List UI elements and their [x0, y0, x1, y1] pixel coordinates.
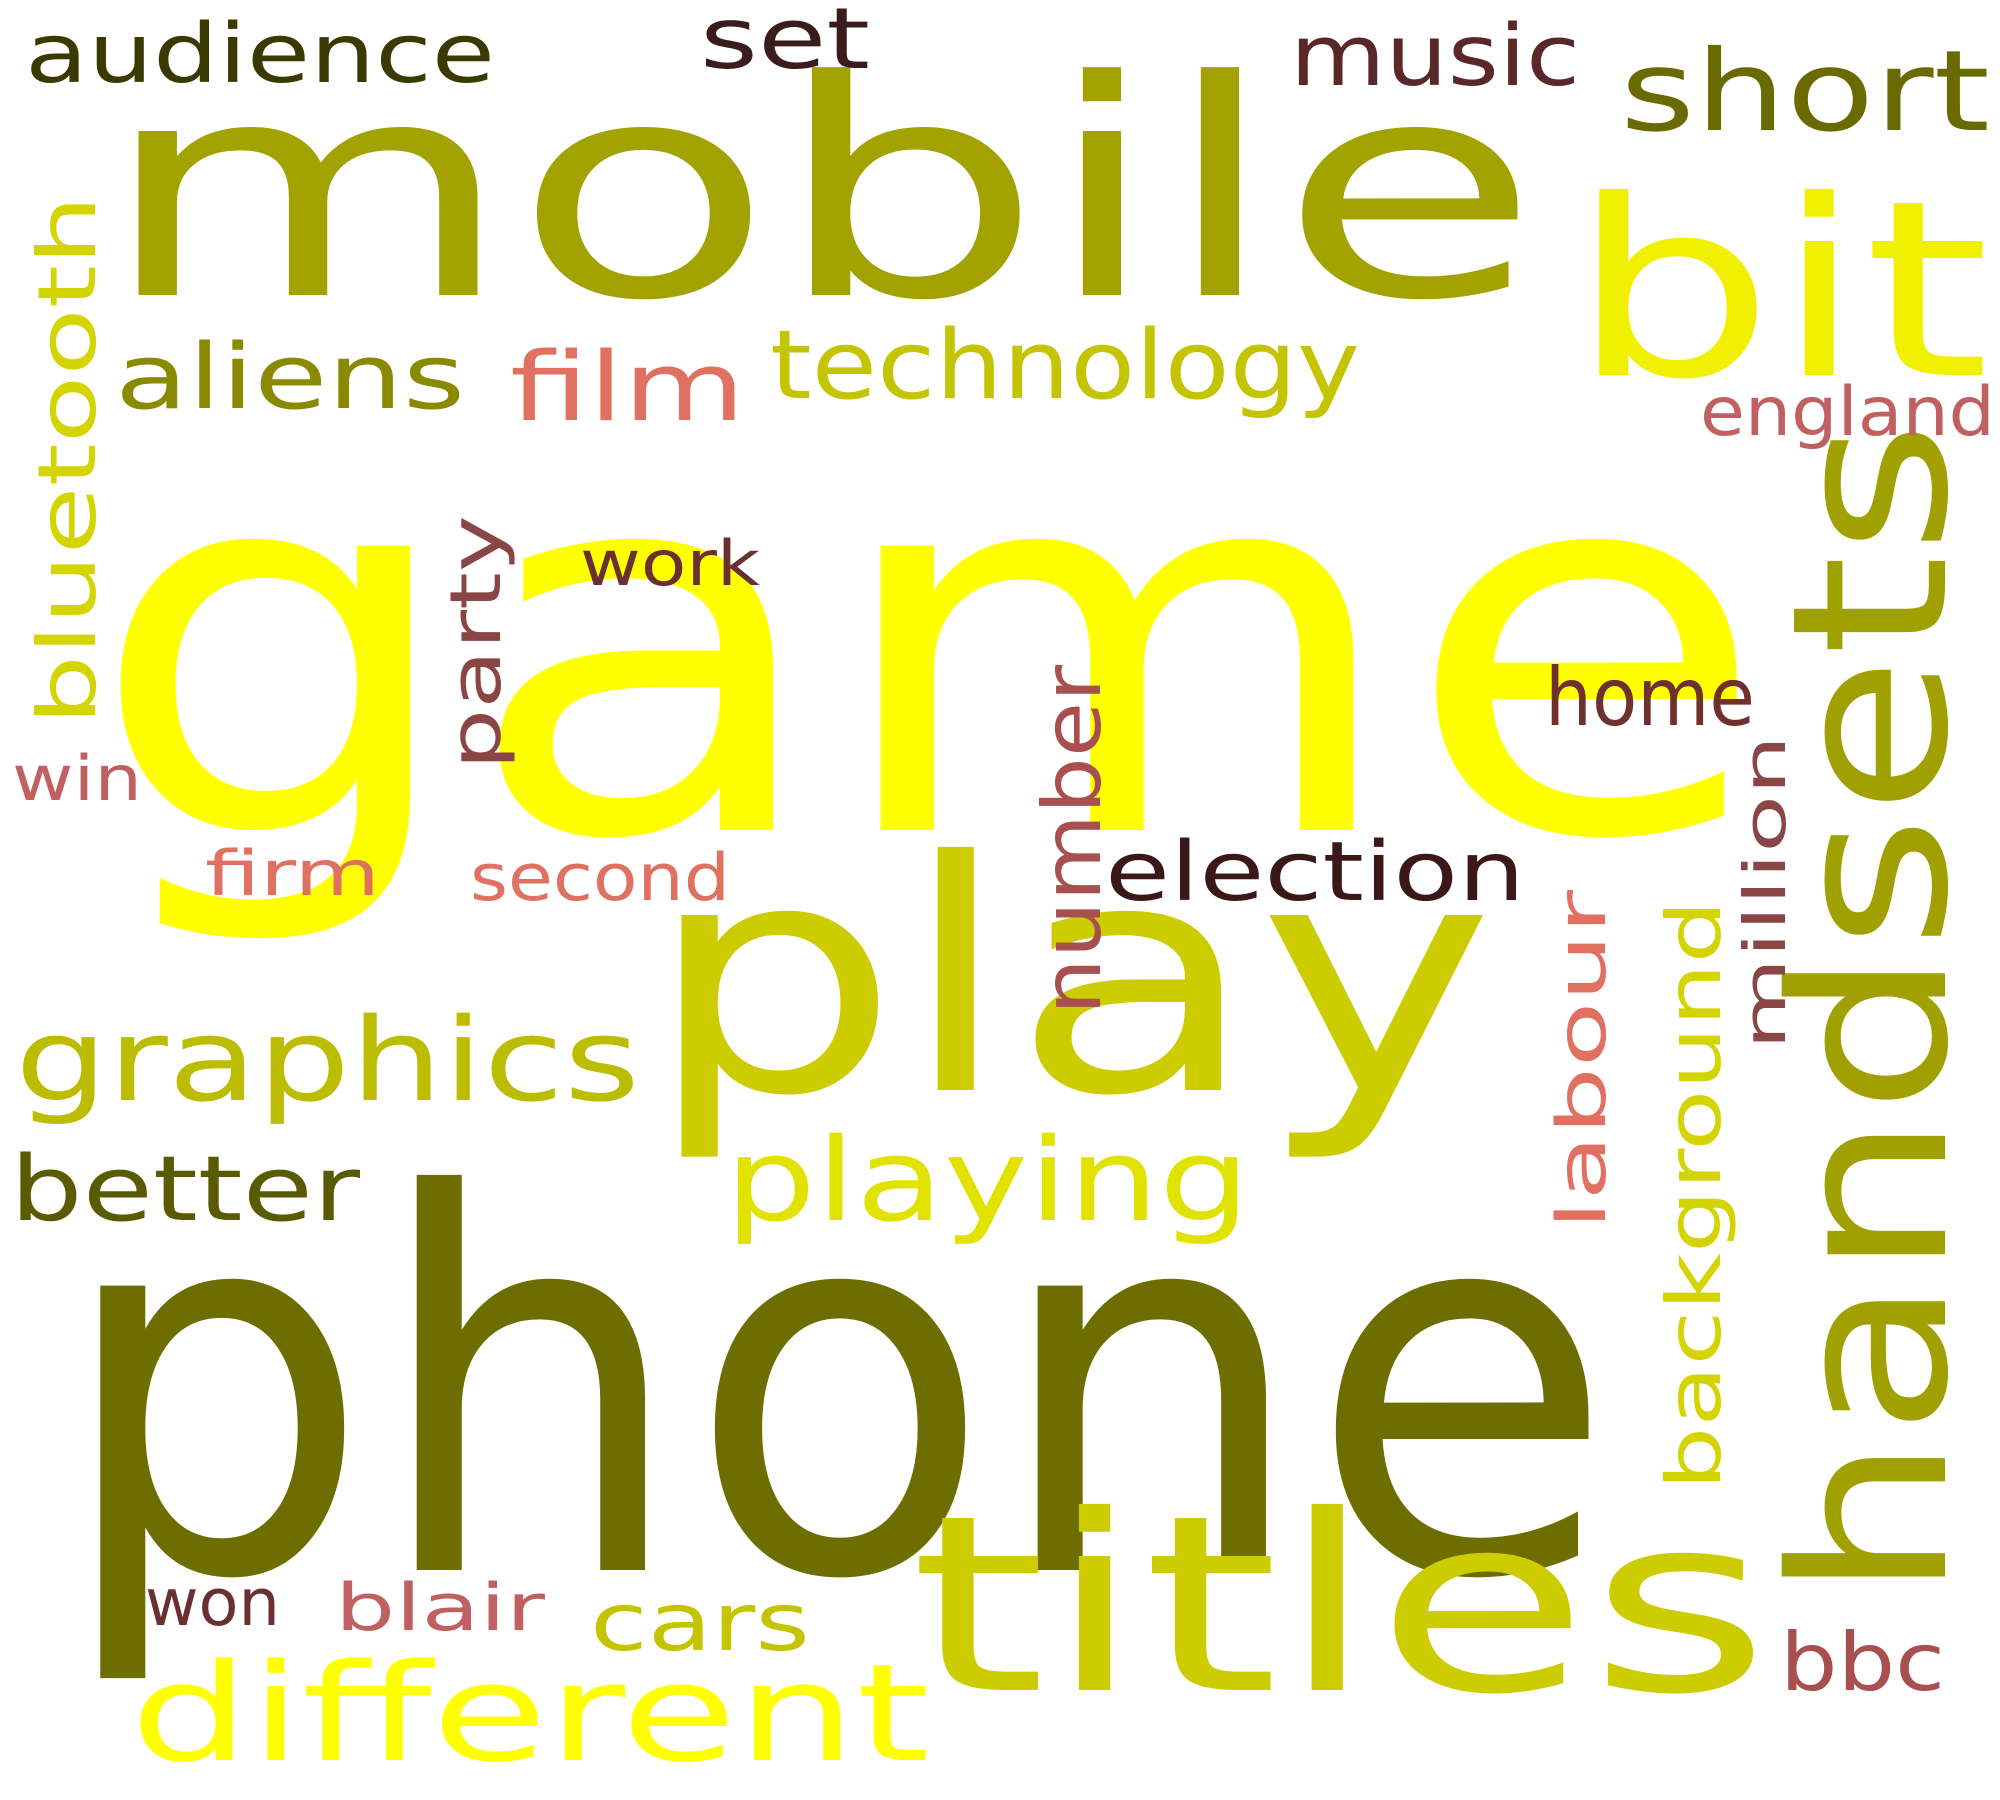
word-bluetooth: bluetooth: [21, 195, 114, 725]
word-labour: labour: [1543, 890, 1622, 1230]
word-play: play: [645, 794, 1495, 1166]
word-better: better: [10, 1137, 360, 1242]
word-background: background: [1650, 900, 1738, 1490]
word-england: england: [1700, 373, 1995, 452]
word-handsets: handsets: [1745, 420, 1996, 1600]
word-film: film: [510, 333, 745, 443]
word-short: short: [1620, 27, 1990, 157]
word-firm: firm: [205, 837, 380, 910]
word-mobile: mobile: [100, 17, 1540, 366]
word-aliens: aliens: [115, 325, 465, 430]
word-titles: titles: [910, 1463, 1770, 1748]
word-bbc: bbc: [1780, 1616, 1945, 1709]
word-phone: phone: [55, 1087, 1615, 1693]
word-blair: blair: [335, 1571, 545, 1646]
word-election: election: [1105, 825, 1525, 920]
word-playing: playing: [725, 1114, 1250, 1248]
word-graphics: graphics: [15, 994, 640, 1128]
word-won: won: [145, 1566, 280, 1641]
word-second: second: [470, 841, 730, 916]
word-set: set: [700, 0, 870, 89]
word-game: game: [88, 347, 1768, 953]
word-audience: audience: [25, 7, 495, 102]
word-million: million: [1731, 735, 1799, 1050]
word-different: different: [130, 1635, 930, 1792]
word-win: win: [12, 742, 142, 815]
word-home: home: [1545, 651, 1755, 744]
word-work: work: [580, 527, 760, 600]
word-bit: bit: [1570, 148, 1990, 433]
word-cars: cars: [590, 1576, 810, 1669]
word-technology: technology: [770, 311, 1360, 421]
word-number: number: [1026, 665, 1119, 1015]
word-music: music: [1290, 7, 1580, 106]
word-party: party: [435, 515, 517, 770]
